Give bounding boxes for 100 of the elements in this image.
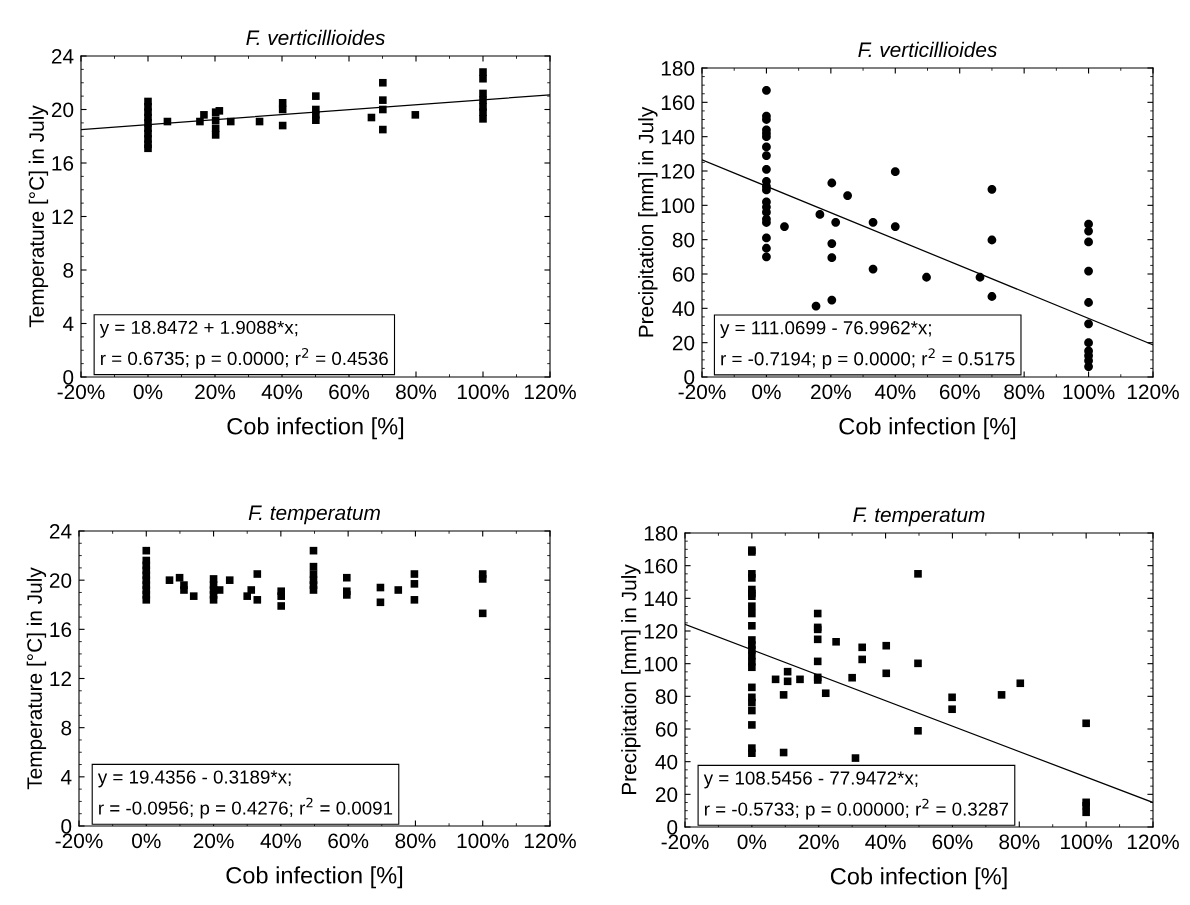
point xyxy=(748,602,756,610)
point xyxy=(379,96,387,104)
point xyxy=(997,691,1006,699)
x-tick-label: 60% xyxy=(932,834,973,850)
point xyxy=(165,576,174,584)
point xyxy=(247,586,256,594)
y-tick-label: 20 xyxy=(51,102,74,118)
y-tick-label: 24 xyxy=(49,524,72,539)
point xyxy=(748,621,756,630)
x-tick-label: 80% xyxy=(999,834,1040,850)
y-axis-title: Temperature [°C] in July xyxy=(28,105,49,328)
point xyxy=(478,575,487,583)
point xyxy=(748,609,756,618)
point xyxy=(882,669,891,678)
y-tick-label: 20 xyxy=(49,573,72,588)
x-tick-label: 40% xyxy=(874,384,916,400)
y-tick-label: 0 xyxy=(63,370,74,385)
x-tick-label: 80% xyxy=(1004,384,1045,400)
point xyxy=(811,301,821,311)
y-tick-label: 180 xyxy=(661,61,695,76)
x-axis-title: Cob infection [%] xyxy=(226,866,403,889)
point xyxy=(144,144,152,153)
point xyxy=(848,673,856,682)
point xyxy=(827,178,837,188)
point xyxy=(827,253,837,263)
point xyxy=(987,292,997,301)
y-tick-label: 40 xyxy=(655,754,678,770)
y-tick-label: 12 xyxy=(52,209,74,225)
point xyxy=(1084,338,1093,348)
point xyxy=(379,78,387,87)
point xyxy=(142,546,151,555)
point xyxy=(312,116,320,124)
point xyxy=(253,596,262,604)
point xyxy=(868,217,878,227)
x-tick-label: 20% xyxy=(811,384,851,400)
point xyxy=(1084,319,1093,329)
point xyxy=(813,609,822,618)
point xyxy=(410,580,419,588)
x-tick-label: 40% xyxy=(261,384,303,400)
x-tick-label: 40% xyxy=(260,833,301,849)
y-tick-label: 40 xyxy=(672,301,695,317)
point xyxy=(843,191,852,200)
y-tick-label: 16 xyxy=(52,156,74,171)
x-tick-label: 100% xyxy=(1063,384,1115,400)
y-tick-label: 140 xyxy=(661,129,695,145)
y-axis-title: Precipitation [mm] in July xyxy=(638,106,658,337)
chart-title: F. temperatum xyxy=(853,507,985,527)
y-tick-label: 160 xyxy=(644,558,678,574)
point xyxy=(762,243,771,253)
point xyxy=(748,683,756,692)
point xyxy=(142,596,151,604)
point xyxy=(277,602,285,610)
chart-title: F. verticillioides xyxy=(246,29,385,46)
point xyxy=(821,689,830,698)
point xyxy=(748,706,756,715)
point xyxy=(189,592,198,600)
y-tick-label: 140 xyxy=(644,591,678,607)
point xyxy=(376,598,385,607)
point xyxy=(215,107,224,115)
x-axis-title: Cob infection [%] xyxy=(227,417,404,440)
point xyxy=(858,643,866,652)
point xyxy=(209,596,218,604)
x-tick-label: 20% xyxy=(798,834,839,850)
y-tick-label: 100 xyxy=(661,198,695,214)
point xyxy=(175,573,184,582)
point xyxy=(1084,298,1093,307)
point xyxy=(914,726,922,735)
point xyxy=(914,570,922,578)
y-axis-title: Temperature [°C] in July xyxy=(26,567,47,790)
point xyxy=(796,675,804,684)
y-tick-label: 0 xyxy=(684,370,695,385)
point xyxy=(200,111,208,119)
y-tick-label: 8 xyxy=(63,263,74,278)
point xyxy=(1082,719,1090,728)
point xyxy=(831,217,841,227)
point xyxy=(180,586,188,594)
y-tick-label: 16 xyxy=(50,622,72,638)
x-tick-label: 60% xyxy=(329,384,370,400)
x-tick-label: 120% xyxy=(1127,834,1179,850)
point xyxy=(1084,362,1093,371)
point xyxy=(312,92,320,100)
point xyxy=(987,184,997,194)
x-tick-label: 0% xyxy=(737,834,767,850)
point xyxy=(253,570,262,578)
point xyxy=(211,116,220,124)
y-tick-label: 4 xyxy=(60,770,72,785)
point xyxy=(851,754,860,762)
x-tick-label: 0% xyxy=(132,833,161,849)
point xyxy=(410,570,419,578)
y-tick-label: 120 xyxy=(644,624,678,639)
point xyxy=(832,637,840,646)
point xyxy=(914,659,922,668)
x-tick-label: 60% xyxy=(328,833,369,849)
point xyxy=(379,125,387,134)
point xyxy=(858,655,866,664)
y-tick-label: 12 xyxy=(50,671,72,687)
point xyxy=(762,85,771,95)
y-tick-label: 60 xyxy=(655,722,678,737)
point xyxy=(780,222,789,232)
point xyxy=(890,167,900,177)
